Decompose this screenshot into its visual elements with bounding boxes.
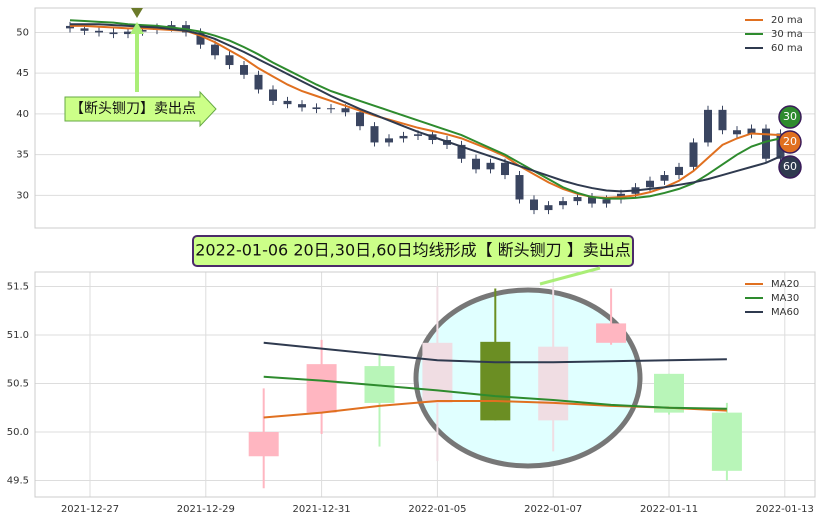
candle-body xyxy=(538,346,569,421)
candle-body xyxy=(711,412,742,471)
end-label: 20 xyxy=(783,135,797,148)
candle-body xyxy=(370,126,379,143)
y-tick-label: 50 xyxy=(16,27,29,38)
candle-body xyxy=(254,74,263,90)
ma-line xyxy=(70,23,781,193)
candle-body xyxy=(762,128,770,159)
annotation-box xyxy=(64,90,217,128)
candle-body xyxy=(269,89,277,101)
candle-body xyxy=(602,199,611,204)
sell-marker xyxy=(131,8,143,18)
y-tick-label: 40 xyxy=(16,109,29,120)
x-tick-label: 2021-12-31 xyxy=(293,504,351,515)
y-tick-label: 30 xyxy=(16,190,29,201)
candle-body xyxy=(225,55,234,66)
x-tick-label: 2022-01-11 xyxy=(640,504,698,515)
y-tick-label: 51.0 xyxy=(7,330,29,341)
ma-line xyxy=(263,341,727,364)
candle-body xyxy=(341,108,350,113)
ma-line xyxy=(263,375,727,410)
candle-body xyxy=(718,109,727,131)
annotation-box xyxy=(192,235,634,267)
candle-body xyxy=(356,112,364,127)
ma-line xyxy=(69,19,781,200)
legend-label: 30 ma xyxy=(771,29,803,40)
candle-body xyxy=(80,28,89,31)
candle-body xyxy=(109,32,118,35)
candle-body xyxy=(588,197,596,204)
annotation: 【断头铡刀】卖出点 xyxy=(70,101,196,117)
end-label-badge xyxy=(778,130,802,154)
candle-body xyxy=(515,175,524,200)
candle-body xyxy=(747,128,756,135)
candle-body xyxy=(596,323,627,343)
candle-body xyxy=(530,199,538,211)
plot-frame xyxy=(34,7,816,229)
candle-body xyxy=(559,201,567,206)
y-tick-label: 50.5 xyxy=(7,379,29,390)
candle-body xyxy=(298,104,306,108)
candle-body xyxy=(327,108,335,110)
y-tick-label: 50.0 xyxy=(7,427,29,438)
candle-body xyxy=(472,158,480,170)
legend-label: 60 ma xyxy=(771,43,803,54)
candle-body xyxy=(66,25,74,29)
arrow-head xyxy=(130,22,144,34)
end-label-badge xyxy=(778,155,802,179)
candle-body xyxy=(457,144,466,159)
candle-body xyxy=(312,107,321,110)
x-tick-label: 2022-01-13 xyxy=(756,504,814,515)
x-tick-label: 2021-12-29 xyxy=(177,504,235,515)
x-tick-label: 2022-01-05 xyxy=(408,504,466,515)
legend-label: MA60 xyxy=(771,307,799,318)
candle-body xyxy=(283,100,292,105)
candle-body xyxy=(573,197,582,202)
candle-body xyxy=(138,30,147,32)
y-tick-label: 45 xyxy=(16,68,29,79)
candle-body xyxy=(124,31,132,35)
x-tick-label: 2022-01-07 xyxy=(524,504,582,515)
candle-body xyxy=(248,432,279,457)
end-label-badge xyxy=(778,105,802,129)
y-tick-label: 51.5 xyxy=(7,282,29,293)
end-label: 30 xyxy=(783,110,797,123)
candle-body xyxy=(733,130,741,135)
candle-body xyxy=(240,65,248,75)
candle-body xyxy=(480,341,511,421)
candle-body xyxy=(544,205,553,211)
candle-body xyxy=(660,175,669,181)
candle-body xyxy=(689,142,698,167)
plot-frame xyxy=(34,271,816,498)
y-tick-label: 35 xyxy=(16,150,29,161)
x-tick-label: 2021-12-27 xyxy=(61,504,119,515)
candle-body xyxy=(414,134,422,136)
candle-body xyxy=(211,44,219,56)
candle-body xyxy=(704,109,712,143)
candle-body xyxy=(399,135,408,139)
annotation-pointer xyxy=(539,266,601,286)
y-tick-label: 49.5 xyxy=(7,476,29,487)
end-label: 60 xyxy=(783,160,797,173)
candle-body xyxy=(654,373,684,413)
legend-label: MA30 xyxy=(771,293,799,304)
candle-body xyxy=(95,30,103,33)
candle-body xyxy=(306,364,337,413)
legend-label: MA20 xyxy=(771,279,799,290)
candle-body xyxy=(486,162,495,170)
candle-body xyxy=(385,138,393,143)
candle-body xyxy=(422,342,453,403)
candle-body xyxy=(646,180,654,188)
highlight-ellipse xyxy=(413,287,643,469)
candle-body xyxy=(675,166,683,176)
annotation: 2022-01-06 20日,30日,60日均线形成【 断头铡刀 】卖出点 xyxy=(195,241,631,260)
candle-body xyxy=(167,25,176,28)
candle-body xyxy=(501,162,509,176)
candle-body xyxy=(196,32,205,45)
legend-label: 20 ma xyxy=(771,15,803,26)
